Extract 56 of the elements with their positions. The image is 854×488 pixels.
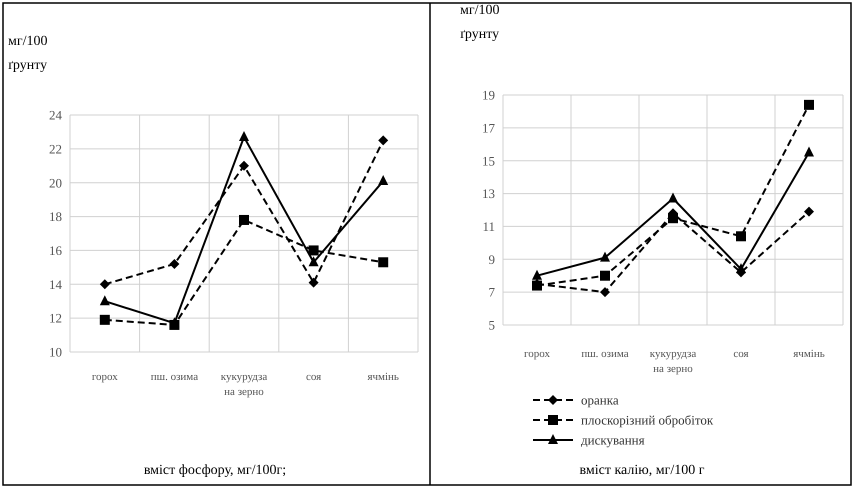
y-axis-title: мг/100 ґрунту: [460, 3, 500, 42]
point: [804, 146, 814, 156]
point: [668, 192, 678, 202]
y-axis-title: мг/100 ґрунту: [8, 34, 48, 73]
x-tick-label: пш. озима: [581, 348, 629, 360]
legend-label: дискування: [581, 432, 645, 448]
y-tick-label: 5: [488, 318, 495, 333]
point: [378, 175, 388, 186]
point: [532, 270, 542, 280]
y-tick-label: 10: [49, 344, 62, 360]
x-tick-label: ячмінь: [367, 371, 399, 383]
point: [239, 160, 249, 171]
point: [804, 206, 814, 217]
y-tick-label: 13: [482, 186, 495, 202]
point: [308, 245, 319, 256]
point: [169, 258, 180, 269]
y-tick-label: 16: [49, 242, 62, 258]
x-tick-label: ячмінь: [793, 348, 825, 360]
text: вміст калію, мг/100 г: [580, 463, 705, 478]
x-tick-label: кукурудза на зерно: [650, 348, 696, 375]
legend-label: плоскорізний обробіток: [581, 412, 714, 428]
legend-label: оранка: [581, 392, 619, 408]
y-tick-label: 11: [482, 218, 495, 234]
x-tick-label: соя: [733, 348, 749, 360]
point: [239, 214, 249, 225]
y-tick-label: 19: [482, 88, 495, 103]
x-tick-label: соя: [306, 371, 322, 383]
point: [600, 287, 610, 298]
y-tick-label: 24: [49, 108, 62, 123]
x-tick-label: кукурудза на зерно: [220, 371, 268, 398]
point: [100, 279, 110, 290]
x-tick-label: горох: [92, 371, 118, 383]
point: [736, 231, 746, 242]
y-tick-label: 9: [488, 252, 495, 267]
point: [600, 252, 610, 262]
point: [239, 131, 249, 142]
y-tick-label: 15: [482, 153, 495, 168]
point: [100, 295, 110, 306]
point: [378, 257, 388, 268]
point: [169, 320, 180, 330]
y-tick-label: 12: [49, 310, 62, 326]
point: [378, 135, 388, 146]
x-tick-label: пш. озима: [150, 371, 198, 383]
x-tick-label: горох: [524, 348, 550, 360]
y-tick-label: 18: [49, 209, 62, 224]
point: [308, 256, 319, 266]
point: [600, 270, 610, 281]
point: [804, 100, 814, 110]
point: [308, 278, 319, 288]
y-tick-label: 7: [488, 284, 496, 300]
y-tick-label: 14: [49, 276, 62, 292]
y-tick-label: 17: [482, 120, 496, 136]
point: [100, 314, 110, 325]
y-tick-label: 20: [49, 175, 62, 190]
y-tick-label: 22: [49, 141, 62, 156]
text: вміст фосфору, мг/100г;: [144, 463, 286, 478]
